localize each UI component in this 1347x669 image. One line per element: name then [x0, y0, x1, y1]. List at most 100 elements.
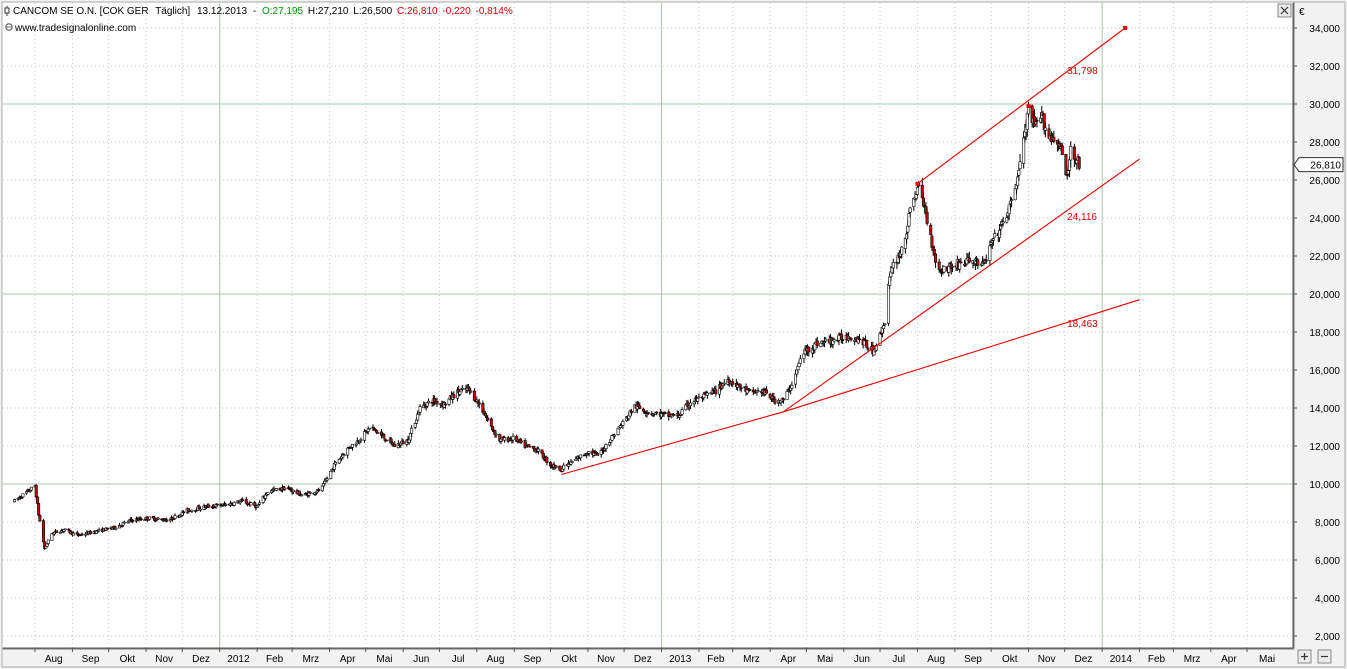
candle [891, 258, 895, 274]
candle-body [562, 464, 566, 470]
candle-body [41, 520, 45, 543]
candle-body [1017, 169, 1021, 176]
candle-body [363, 431, 367, 441]
candle-body [165, 519, 169, 522]
candle-body [25, 491, 29, 494]
close-button[interactable] [1277, 3, 1292, 18]
zoom-out-button[interactable] [1317, 649, 1332, 664]
candle-body [37, 503, 41, 516]
x-tick-label: Mai [376, 654, 392, 665]
candle-body [942, 266, 946, 273]
plot-area[interactable] [1, 1, 1295, 650]
x-tick-label: Feb [266, 654, 284, 665]
candle [934, 252, 938, 268]
candle-body [900, 246, 904, 255]
candle-body [849, 337, 853, 341]
x-tick-label: 2013 [669, 654, 692, 665]
x-tick-label: Nov [1038, 654, 1056, 665]
candle [274, 488, 278, 492]
candle-series [12, 101, 1081, 550]
candle-body [697, 396, 701, 399]
y-tick-label: 14,000 [1309, 404, 1340, 415]
y-tick-label: 2,000 [1315, 632, 1340, 643]
candle [329, 470, 333, 480]
x-tick-label: 2014 [1110, 654, 1133, 665]
trendline[interactable] [561, 411, 784, 476]
trendline[interactable] [783, 299, 1140, 413]
candle [50, 533, 54, 541]
candle [511, 433, 515, 444]
candle-body [722, 382, 726, 385]
candle-body [382, 434, 386, 439]
x-tick-label: Mrz [1184, 654, 1201, 665]
candle-body [283, 487, 287, 490]
open-value: O:27,195 [262, 6, 304, 17]
candle [612, 433, 616, 439]
candle-body [841, 339, 845, 341]
candle-body [63, 528, 67, 531]
candle [900, 246, 904, 259]
y-tick-label: 22,000 [1309, 252, 1340, 263]
candle [207, 503, 211, 509]
candle [503, 435, 507, 443]
candle [1010, 197, 1014, 208]
candle-body [122, 521, 126, 524]
candle [393, 441, 397, 448]
zoom-in-button[interactable] [1297, 649, 1312, 664]
candle [29, 486, 33, 491]
candle [680, 407, 684, 417]
candle [477, 398, 481, 409]
trendline-anchor[interactable] [1026, 103, 1031, 108]
candle-body [274, 488, 278, 491]
candle-body [354, 443, 358, 446]
candle [688, 399, 692, 410]
candle-body [220, 505, 224, 507]
candle-body [993, 233, 997, 238]
trendline[interactable] [783, 158, 1140, 413]
candle-body [1072, 146, 1076, 160]
candle [579, 454, 583, 461]
candle [858, 334, 862, 342]
y-tick-label: 16,000 [1309, 366, 1340, 377]
candle [418, 403, 422, 416]
candle [785, 389, 789, 400]
candle [376, 432, 380, 434]
candle-body [646, 412, 650, 414]
low-value: L:26,500 [353, 6, 392, 17]
candle-body [452, 394, 456, 399]
candle [427, 398, 431, 404]
trendline-anchor[interactable] [1123, 26, 1128, 30]
candle-body [574, 458, 578, 462]
candle-body [638, 405, 642, 409]
x-tick-label: Sep [82, 654, 100, 665]
candle-body [1077, 156, 1081, 169]
candle [629, 408, 633, 416]
candle [224, 502, 228, 507]
candle-body [853, 340, 857, 342]
candle-body [976, 259, 980, 266]
candle-body [545, 457, 549, 463]
candle-body [798, 358, 802, 364]
x-tick-label: Sep [964, 654, 982, 665]
last-price-label: 26,810 [1310, 161, 1341, 172]
candle [105, 527, 109, 530]
candle [382, 433, 386, 439]
candle-body [991, 238, 995, 241]
candle [46, 539, 50, 546]
candle-body [925, 212, 929, 224]
candle-body [376, 432, 380, 434]
candle [663, 411, 667, 415]
candle-body [393, 443, 397, 448]
trendline[interactable] [917, 27, 1126, 185]
trendline-anchor[interactable] [915, 181, 920, 186]
candle-body [215, 503, 219, 506]
trendlines[interactable] [561, 26, 1140, 476]
candle-body [680, 409, 684, 415]
candle [35, 495, 39, 504]
candle-body [748, 388, 752, 391]
source-link[interactable]: www.tradesignalonline.com [14, 23, 136, 34]
y-tick-label: 34,000 [1309, 24, 1340, 35]
x-tick-label: Aug [927, 654, 945, 665]
